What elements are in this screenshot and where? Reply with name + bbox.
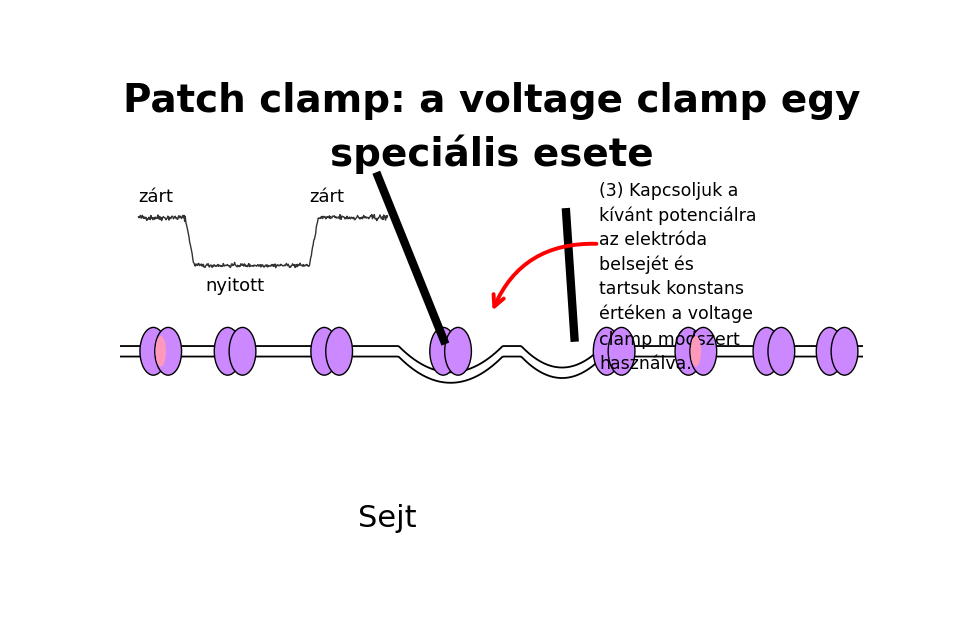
Ellipse shape [311,327,338,375]
Ellipse shape [140,327,167,375]
Text: (3) Kapcsoljuk a
kívánt potenciálra
az elektróda
belsejét és
tartsuk konstans
ér: (3) Kapcsoljuk a kívánt potenciálra az e… [599,182,757,373]
Text: speciális esete: speciális esete [330,134,653,174]
Ellipse shape [690,327,716,375]
Ellipse shape [445,327,472,375]
Ellipse shape [768,327,795,375]
Ellipse shape [214,327,241,375]
Ellipse shape [608,327,635,375]
Ellipse shape [816,327,843,375]
Text: zárt: zárt [138,188,174,206]
Text: nyitott: nyitott [205,277,265,295]
Ellipse shape [753,327,780,375]
Ellipse shape [430,327,456,375]
Ellipse shape [326,327,353,375]
Ellipse shape [675,327,702,375]
Ellipse shape [690,336,701,367]
Ellipse shape [831,327,858,375]
Ellipse shape [229,327,256,375]
Ellipse shape [594,327,620,375]
Ellipse shape [155,336,166,367]
Ellipse shape [154,327,181,375]
Text: Sejt: Sejt [358,503,417,533]
Text: Patch clamp: a voltage clamp egy: Patch clamp: a voltage clamp egy [123,82,860,120]
Text: zárt: zárt [310,188,344,206]
